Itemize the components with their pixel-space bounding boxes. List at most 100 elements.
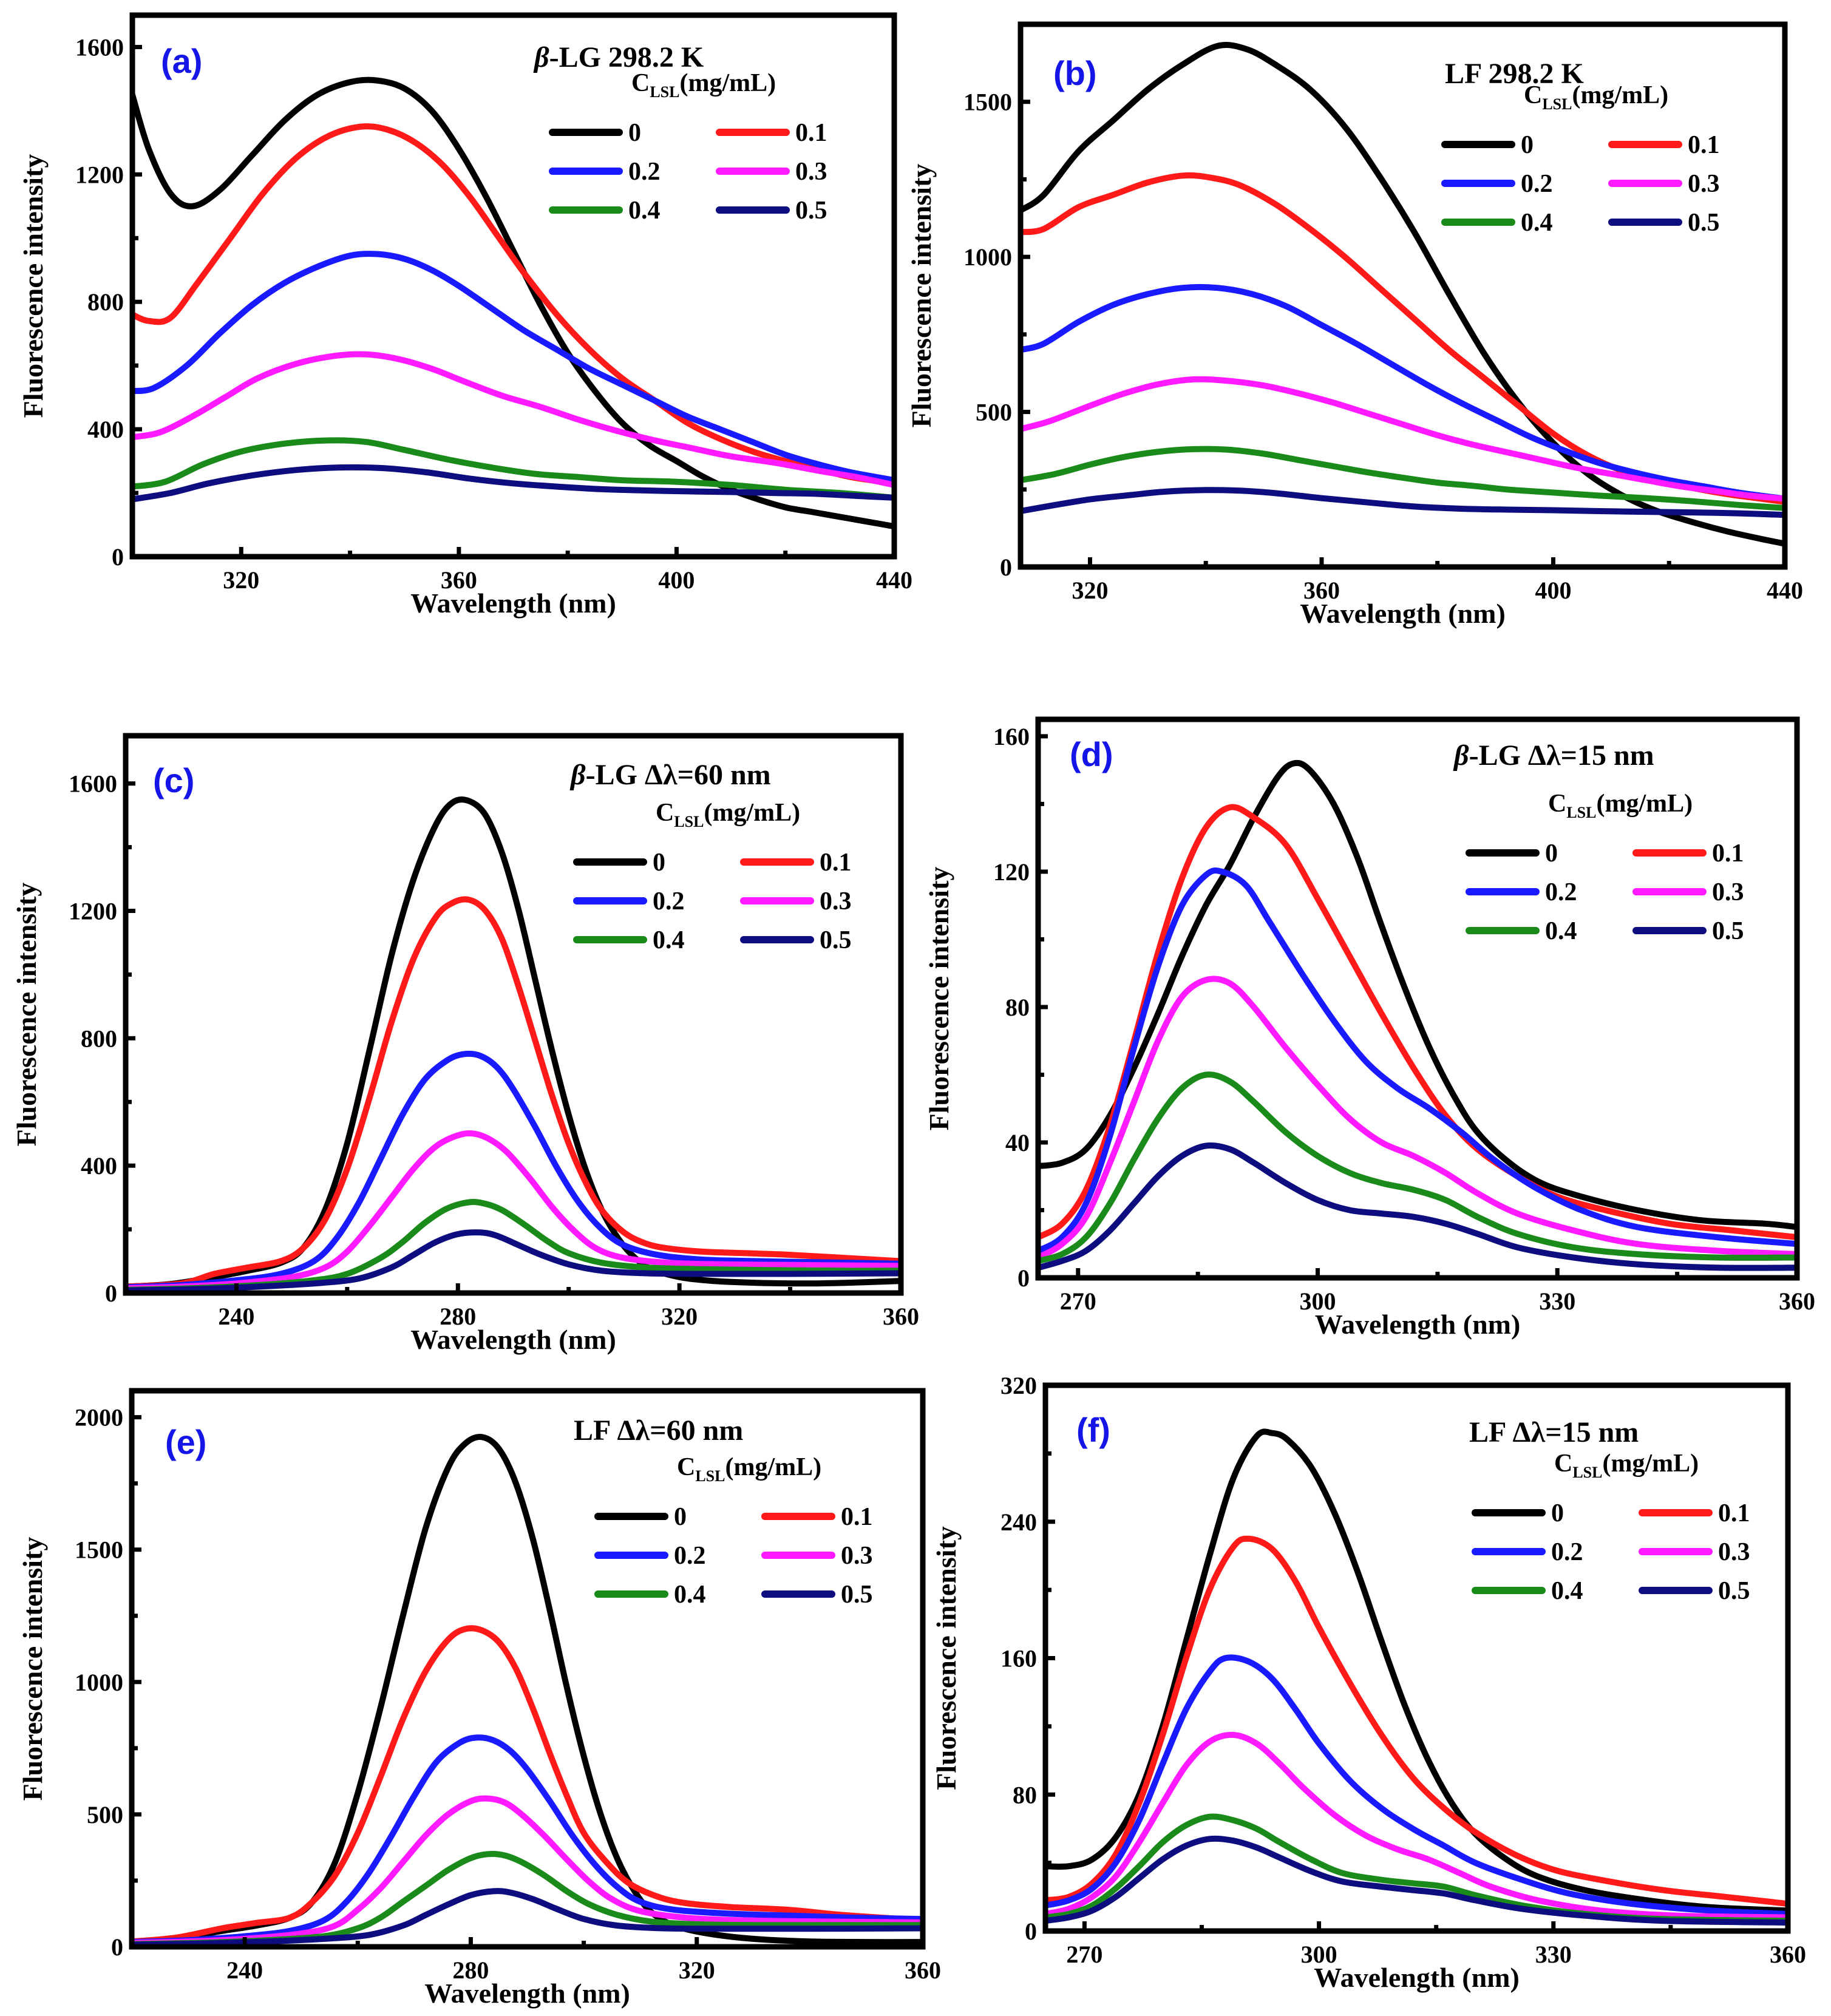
plot-frame xyxy=(129,1388,926,1950)
x-axis-title: Wavelength (nm) xyxy=(410,1324,616,1355)
x-tick-label: 320 xyxy=(223,566,259,594)
x-tick-label: 270 xyxy=(1060,1288,1096,1315)
legend-label-0.3: 0.3 xyxy=(1688,170,1720,198)
y-tick-label: 0 xyxy=(1000,554,1012,581)
y-tick-label: 0 xyxy=(105,1280,117,1307)
series-line-0 xyxy=(132,76,894,530)
y-axis-title: Fluorescence intensity xyxy=(11,883,42,1147)
legend-label-0.1: 0.1 xyxy=(841,1503,873,1531)
y-tick-label: 500 xyxy=(87,1801,123,1828)
panel-b: 320 360 400 440 0 500 1000 1500 Wavelength (nm) F… xyxy=(906,21,1803,629)
legend-label-0.5: 0.5 xyxy=(841,1581,873,1609)
series-group xyxy=(126,796,901,1293)
panel-letter: (c) xyxy=(153,761,194,799)
y-tick-label: 800 xyxy=(87,288,124,316)
x-tick-label: 300 xyxy=(1300,1288,1336,1315)
x-tick-label: 320 xyxy=(679,1957,715,1984)
y-tick-label: 2000 xyxy=(75,1404,123,1431)
panel-e: 240 280 320 360 0 500 1000 1500 2000 Wavelength (… xyxy=(17,1388,941,2009)
y-tick-label: 1600 xyxy=(69,770,117,798)
y-tick-label: 120 xyxy=(993,858,1030,886)
series-group xyxy=(1038,759,1797,1271)
x-tick-label: 280 xyxy=(440,1303,476,1330)
panel-title: β-LG Δλ=60 nm xyxy=(569,759,771,791)
x-tick-label: 360 xyxy=(441,566,477,594)
x-tick-label: 330 xyxy=(1535,1941,1572,1968)
series-line-0.2 xyxy=(126,1050,901,1291)
legend-label-0.2: 0.2 xyxy=(1551,1538,1583,1566)
panel-letter: (e) xyxy=(165,1423,206,1461)
legend: CLSL(mg/mL) 0 0.1 0.2 0.3 0.4 0.5 xyxy=(1472,1450,1750,1605)
legend-label-0.4: 0.4 xyxy=(674,1581,706,1609)
x-axis-title: Wavelength (nm) xyxy=(410,588,616,619)
series-line-0.1 xyxy=(1045,1535,1788,1907)
legend-label-0.3: 0.3 xyxy=(795,158,827,186)
series-line-0.5 xyxy=(132,464,894,503)
series-group xyxy=(132,1434,923,1947)
legend-label-0.1: 0.1 xyxy=(1688,131,1720,159)
legend-label-0: 0 xyxy=(1551,1499,1564,1527)
y-tick-label: 0 xyxy=(1017,1264,1030,1292)
legend: CLSL(mg/mL) 0 0.1 0.2 0.3 0.4 0.5 xyxy=(1466,790,1744,945)
series-line-0.5 xyxy=(126,1229,901,1293)
y-tick-label: 0 xyxy=(111,1933,123,1961)
series-line-0.1 xyxy=(132,123,894,487)
legend-label-0.3: 0.3 xyxy=(1712,878,1744,906)
y-axis-title: Fluorescence intensity xyxy=(17,1537,48,1801)
y-axis-title: Fluorescence intensity xyxy=(923,867,954,1131)
y-tick-label: 0 xyxy=(1025,1918,1037,1945)
legend-label-0.3: 0.3 xyxy=(820,888,852,915)
y-tick-label: 1600 xyxy=(75,33,124,61)
x-tick-label: 400 xyxy=(1535,577,1571,604)
legend-label-0.2: 0.2 xyxy=(653,888,685,915)
y-tick-label: 1000 xyxy=(963,243,1012,271)
legend-label-0.4: 0.4 xyxy=(1545,917,1577,945)
series-group xyxy=(1021,42,1785,547)
series-line-0.2 xyxy=(1045,1654,1788,1917)
legend-label-0.2: 0.2 xyxy=(674,1542,706,1570)
legend-label-0: 0 xyxy=(1521,131,1534,159)
plot-frame xyxy=(123,733,904,1296)
series-line-0.4 xyxy=(1021,446,1785,511)
x-axis-title: Wavelength (nm) xyxy=(1314,1962,1520,1993)
panel-title: β-LG 298.2 K xyxy=(533,41,704,73)
legend: CLSL(mg/mL) 0 0.1 0.2 0.3 0.4 0.5 xyxy=(549,69,827,225)
legend-label-0.1: 0.1 xyxy=(1718,1499,1750,1527)
y-tick-label: 400 xyxy=(87,416,124,443)
panel-a: 320 360 400 440 0 400 800 1200 1600 Wavelength (n… xyxy=(18,12,912,619)
series-line-0 xyxy=(1038,759,1797,1230)
legend-label-0.4: 0.4 xyxy=(653,926,685,954)
panel-title: LF Δλ=15 nm xyxy=(1469,1416,1639,1448)
y-tick-label: 160 xyxy=(993,723,1030,750)
legend-label-0.1: 0.1 xyxy=(820,849,852,877)
series-line-0.2 xyxy=(132,251,894,484)
legend: CLSL(mg/mL) 0 0.1 0.2 0.3 0.4 0.5 xyxy=(573,799,852,954)
panel-letter: (d) xyxy=(1070,735,1113,773)
series-line-0.3 xyxy=(1038,976,1797,1261)
y-tick-label: 1200 xyxy=(69,898,117,925)
x-tick-label: 360 xyxy=(883,1303,919,1330)
y-tick-label: 240 xyxy=(1000,1509,1037,1536)
panel-letter: (f) xyxy=(1076,1411,1110,1449)
series-line-0.3 xyxy=(1045,1731,1788,1921)
x-tick-label: 360 xyxy=(1779,1288,1815,1315)
series-line-0.4 xyxy=(132,437,894,501)
x-tick-label: 300 xyxy=(1301,1941,1337,1968)
series-line-0.1 xyxy=(126,896,901,1290)
legend-label-0: 0 xyxy=(653,849,665,877)
series-line-0.2 xyxy=(1038,867,1797,1254)
legend-header: CLSL(mg/mL) xyxy=(1554,1450,1699,1481)
panel-title: LF 298.2 K xyxy=(1445,58,1584,90)
series-line-0.5 xyxy=(1038,1142,1797,1271)
x-axis-title: Wavelength (nm) xyxy=(1300,598,1506,629)
y-tick-label: 80 xyxy=(1013,1781,1037,1808)
legend: CLSL(mg/mL) 0 0.1 0.2 0.3 0.4 0.5 xyxy=(594,1453,873,1609)
legend-header: CLSL(mg/mL) xyxy=(631,69,776,101)
series-line-0.1 xyxy=(132,1625,923,1945)
legend-label-0.4: 0.4 xyxy=(628,197,661,225)
legend-label-0.2: 0.2 xyxy=(1545,878,1577,906)
legend-header: CLSL(mg/mL) xyxy=(677,1453,821,1485)
legend-header: CLSL(mg/mL) xyxy=(1548,790,1693,821)
y-tick-label: 500 xyxy=(976,399,1012,426)
